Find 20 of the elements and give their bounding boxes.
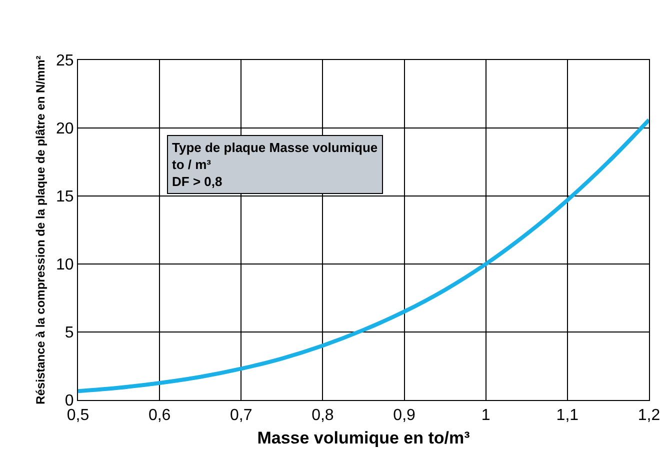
y-tick-label: 5 bbox=[64, 324, 74, 342]
text: to / m³ bbox=[172, 156, 211, 172]
x-axis-title: Masse volumique en to/m³ bbox=[257, 428, 470, 448]
text: DF > 0,8 bbox=[172, 174, 222, 189]
y-tick-label: 20 bbox=[56, 120, 74, 138]
x-tick-label: 0,9 bbox=[393, 407, 416, 424]
y-tick-label: 25 bbox=[56, 52, 74, 70]
x-tick-label: 1 bbox=[481, 407, 490, 424]
x-tick-label: 0,5 bbox=[66, 407, 90, 424]
line-series bbox=[78, 118, 649, 394]
text: Type de plaque Masse volumique bbox=[172, 140, 378, 155]
y-axis-title: Résistance à la compression de la plaque de plâtre en N/mm² bbox=[33, 56, 48, 404]
y-tick-label: 10 bbox=[56, 256, 74, 274]
y-tick-label: 0 bbox=[64, 392, 74, 410]
y-tick-label: 15 bbox=[56, 188, 74, 206]
x-tick-label: 1,2 bbox=[638, 407, 660, 424]
x-tick-label: 0,7 bbox=[230, 407, 252, 424]
x-tick-label: 1,1 bbox=[556, 407, 579, 424]
x-tick-label: 0,6 bbox=[148, 407, 171, 424]
x-tick-label: 0,8 bbox=[312, 407, 334, 424]
